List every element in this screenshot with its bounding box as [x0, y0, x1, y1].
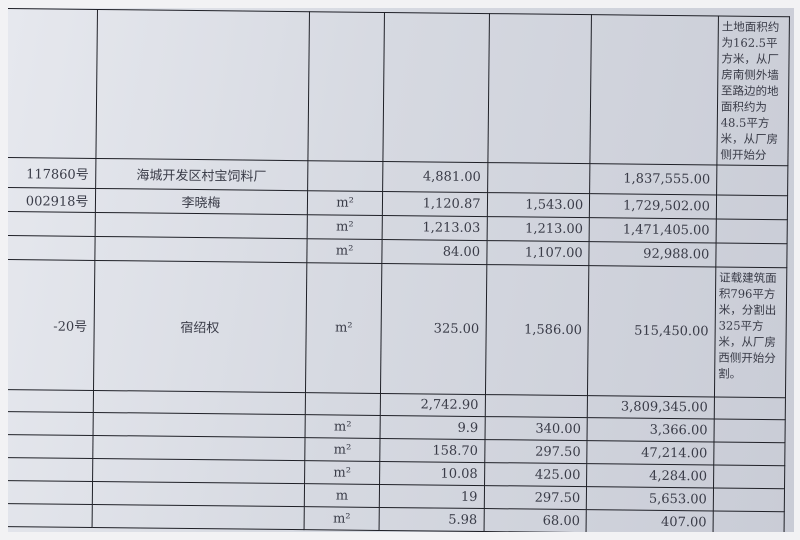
cell-remark: [713, 464, 785, 489]
cell-price: 1,213.00: [486, 216, 590, 242]
cell-price: [487, 13, 592, 164]
cell-qty: 5.98: [379, 507, 484, 532]
cell-price: 1,586.00: [485, 264, 590, 396]
cell-amount: 1,837,555.00: [589, 163, 717, 195]
cell-price: 1,107.00: [486, 240, 590, 266]
cell-name: [92, 390, 306, 415]
cell-qty: [383, 12, 490, 163]
cell-qty: 84.00: [382, 239, 487, 265]
cell-unit: m²: [304, 460, 381, 485]
cell-unit: m²: [304, 437, 381, 462]
cell-id: [8, 503, 92, 528]
cell-price: [487, 162, 591, 194]
cell-name: 宿绍权: [92, 260, 307, 393]
cell-unit: m²: [304, 414, 381, 439]
cell-unit: m: [304, 483, 380, 508]
table-row: 土地面积约为162.5平方米，从厂房南侧外墙至路边的地面积约为48.5平方米，从…: [8, 8, 790, 166]
cell-unit: [307, 11, 385, 162]
cell-amount: 407.00: [586, 509, 714, 532]
asset-table: 土地面积约为162.5平方米，从厂房南侧外墙至路边的地面积约为48.5平方米，从…: [8, 8, 790, 532]
cell-unit: m²: [307, 190, 383, 216]
cell-price: 68.00: [483, 508, 587, 532]
cell-name: 海城开发区村宝饲料厂: [95, 158, 308, 191]
cell-name: [91, 504, 305, 530]
cell-qty: 10.08: [379, 461, 485, 486]
cell-name: [94, 236, 307, 263]
cell-remark: [714, 396, 786, 420]
cell-id: 117860号: [8, 157, 96, 189]
cell-price: 425.00: [484, 462, 588, 487]
cell-qty: 325.00: [380, 263, 487, 395]
cell-id: 002918号: [8, 187, 96, 213]
cell-amount: [590, 14, 719, 165]
cell-id: [8, 8, 97, 159]
cell-amount: 47,214.00: [587, 440, 714, 465]
cell-unit: m²: [306, 238, 383, 264]
cell-name: [91, 481, 305, 507]
cell-id: [8, 411, 93, 436]
cell-unit: [307, 160, 384, 192]
cell-remark: [713, 487, 785, 512]
cell-remark: [716, 194, 788, 220]
cell-name: [92, 458, 305, 484]
cell-amount: 4,284.00: [586, 463, 714, 488]
cell-name: [94, 212, 308, 239]
cell-id: [8, 434, 93, 459]
cell-qty: 19: [379, 484, 485, 509]
cell-qty: 1,213.03: [382, 215, 487, 241]
cell-id: [8, 235, 95, 261]
cell-name: [92, 435, 305, 461]
cell-amount: 1,471,405.00: [589, 217, 717, 243]
cell-amount: 5,653.00: [586, 486, 714, 511]
cell-id: -20号: [8, 259, 95, 391]
cell-remark: [713, 441, 785, 466]
cell-price: 340.00: [484, 416, 588, 441]
cell-amount: 92,988.00: [589, 241, 717, 267]
cell-unit: m²: [305, 262, 383, 394]
cell-qty: 1,120.87: [382, 191, 488, 217]
cell-remark: 证载建筑面积796平方米，分割出325平方米，从厂房西侧开始分割。: [714, 266, 787, 398]
cell-id: [8, 389, 93, 413]
cell-qty: 2,742.90: [380, 393, 486, 417]
cell-qty: 158.70: [380, 438, 485, 463]
cell-unit: [305, 392, 381, 416]
cell-remark: [712, 510, 785, 532]
cell-unit: m²: [303, 506, 380, 531]
cell-remark: [716, 164, 788, 196]
cell-amount: 1,729,502.00: [589, 193, 717, 219]
cell-remark: 土地面积约为162.5平方米，从厂房南侧外墙至路边的地面积约为48.5平方米，从…: [716, 15, 790, 166]
cell-id: [8, 211, 95, 237]
cell-price: 297.50: [483, 485, 587, 510]
cell-amount: 515,450.00: [587, 265, 716, 397]
cell-unit: m²: [306, 214, 383, 240]
cell-id: [8, 457, 93, 482]
cell-name: [95, 9, 310, 161]
cell-qty: 9.9: [380, 415, 485, 440]
document-photo: 土地面积约为162.5平方米，从厂房南侧外墙至路边的地面积约为48.5平方米，从…: [8, 8, 794, 532]
cell-price: 1,543.00: [486, 192, 590, 218]
cell-remark: [716, 218, 788, 244]
cell-amount: 3,366.00: [587, 417, 715, 442]
cell-qty: 4,881.00: [382, 161, 488, 193]
cell-name: 李晓梅: [94, 188, 308, 215]
cell-remark: [715, 242, 788, 268]
cell-price: [484, 394, 588, 418]
cell-price: 297.50: [484, 439, 588, 464]
cell-amount: 3,809,345.00: [587, 395, 715, 419]
table-row: -20号 宿绍权 m² 325.00 1,586.00 515,450.00 证载建筑面积7…: [8, 259, 787, 398]
cell-remark: [713, 418, 786, 443]
cell-id: [8, 480, 93, 505]
cell-name: [92, 412, 306, 438]
